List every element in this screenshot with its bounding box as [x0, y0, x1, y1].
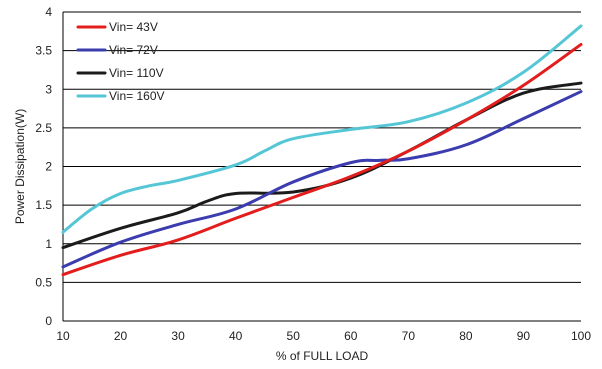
x-tick-label: 20 — [114, 329, 128, 343]
x-tick-label: 50 — [287, 329, 301, 343]
legend-label: Vin= 72V — [109, 43, 158, 57]
y-tick-label: 4 — [45, 5, 52, 19]
x-tick-label: 60 — [344, 329, 358, 343]
y-tick-label: 2.5 — [35, 121, 52, 135]
x-tick-label: 80 — [459, 329, 473, 343]
y-tick-label: 2 — [45, 160, 52, 174]
y-tick-label: 1 — [45, 237, 52, 251]
x-tick-label: 40 — [229, 329, 243, 343]
series-line-vin-110v — [61, 81, 583, 250]
x-tick-label: 70 — [402, 329, 416, 343]
series-line-vin-160v — [61, 24, 583, 234]
y-tick-label: 0.5 — [35, 275, 52, 289]
y-tick-label: 1.5 — [35, 198, 52, 212]
x-axis-title: % of FULL LOAD — [276, 349, 369, 363]
x-tick-label: 30 — [171, 329, 185, 343]
y-axis-title: Power Dissipation(W) — [13, 109, 27, 224]
legend-label: Vin= 160V — [109, 89, 165, 103]
y-tick-label: 3 — [45, 82, 52, 96]
x-tick-label: 100 — [571, 329, 591, 343]
x-tick-label: 90 — [517, 329, 531, 343]
y-tick-label: 0 — [45, 314, 52, 328]
series-line-vin-72v — [61, 90, 583, 269]
series-line-vin-43v — [61, 42, 583, 277]
legend-label: Vin= 43V — [109, 20, 158, 34]
legend-label: Vin= 110V — [109, 66, 164, 80]
x-tick-label: 10 — [56, 329, 70, 343]
y-tick-label: 3.5 — [35, 44, 52, 58]
